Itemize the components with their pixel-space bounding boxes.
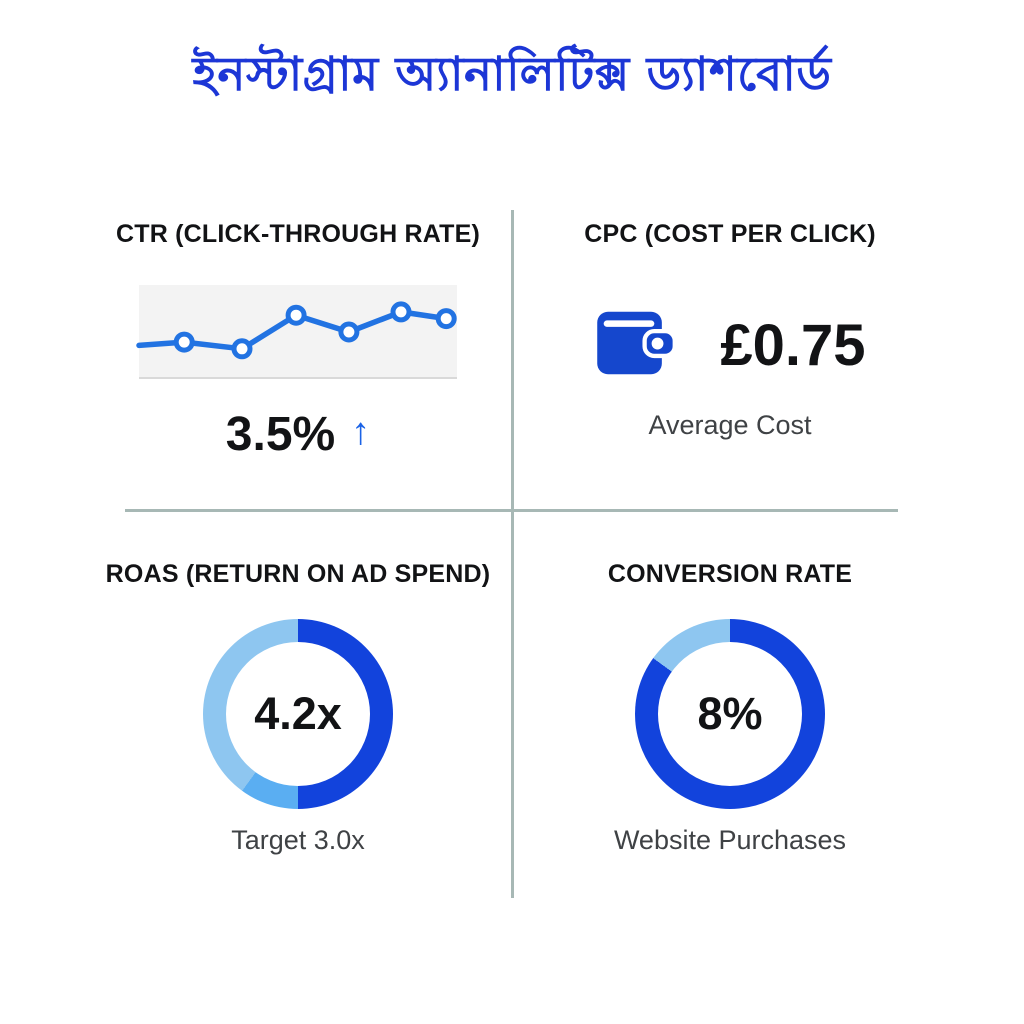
roas-value: 4.2x bbox=[254, 688, 342, 739]
ctr-value-row: 3.5% ↑ bbox=[226, 407, 370, 462]
roas-heading: ROAS (RETURN ON AD SPEND) bbox=[105, 560, 491, 588]
ctr-heading: CTR (CLICK-THROUGH RATE) bbox=[115, 220, 480, 248]
ctr-trend-svg bbox=[136, 301, 457, 360]
conversion-caption: Website Purchases bbox=[613, 825, 847, 855]
cpc-heading: CPC (COST PER CLICK) bbox=[584, 220, 876, 248]
conversion-donut-chart: 8% bbox=[635, 619, 825, 809]
cpc-quadrant: CPC (COST PER CLICK) £0.75 Average Cost bbox=[520, 220, 940, 441]
cpc-value-row: £0.75 bbox=[594, 303, 866, 388]
roas-donut-hole: 4.2x bbox=[226, 642, 370, 786]
ctr-quadrant: CTR (CLICK-THROUGH RATE) 3.5% ↑ bbox=[88, 220, 508, 462]
cpc-caption: Average Cost bbox=[648, 410, 812, 440]
ctr-line-chart bbox=[136, 285, 457, 379]
conversion-donut-hole: 8% bbox=[658, 642, 802, 786]
cpc-value: £0.75 bbox=[720, 313, 866, 378]
wallet-icon bbox=[594, 303, 678, 388]
conversion-value: 8% bbox=[697, 688, 763, 739]
conversion-quadrant: CONVERSION RATE 8% Website Purchases bbox=[520, 560, 940, 856]
vertical-divider bbox=[511, 210, 514, 898]
conversion-heading: CONVERSION RATE bbox=[607, 560, 853, 588]
page-title: ইনস্টাগ্রাম অ্যানালিটিক্স ড্যাশবোর্ড bbox=[192, 47, 832, 102]
trend-up-arrow-icon: ↑ bbox=[351, 411, 371, 453]
roas-caption: Target 3.0x bbox=[231, 825, 365, 855]
roas-donut-chart: 4.2x bbox=[203, 619, 393, 809]
horizontal-divider bbox=[125, 509, 898, 512]
ctr-value: 3.5% bbox=[225, 408, 336, 461]
roas-quadrant: ROAS (RETURN ON AD SPEND) 4.2x Target 3.… bbox=[88, 560, 508, 856]
